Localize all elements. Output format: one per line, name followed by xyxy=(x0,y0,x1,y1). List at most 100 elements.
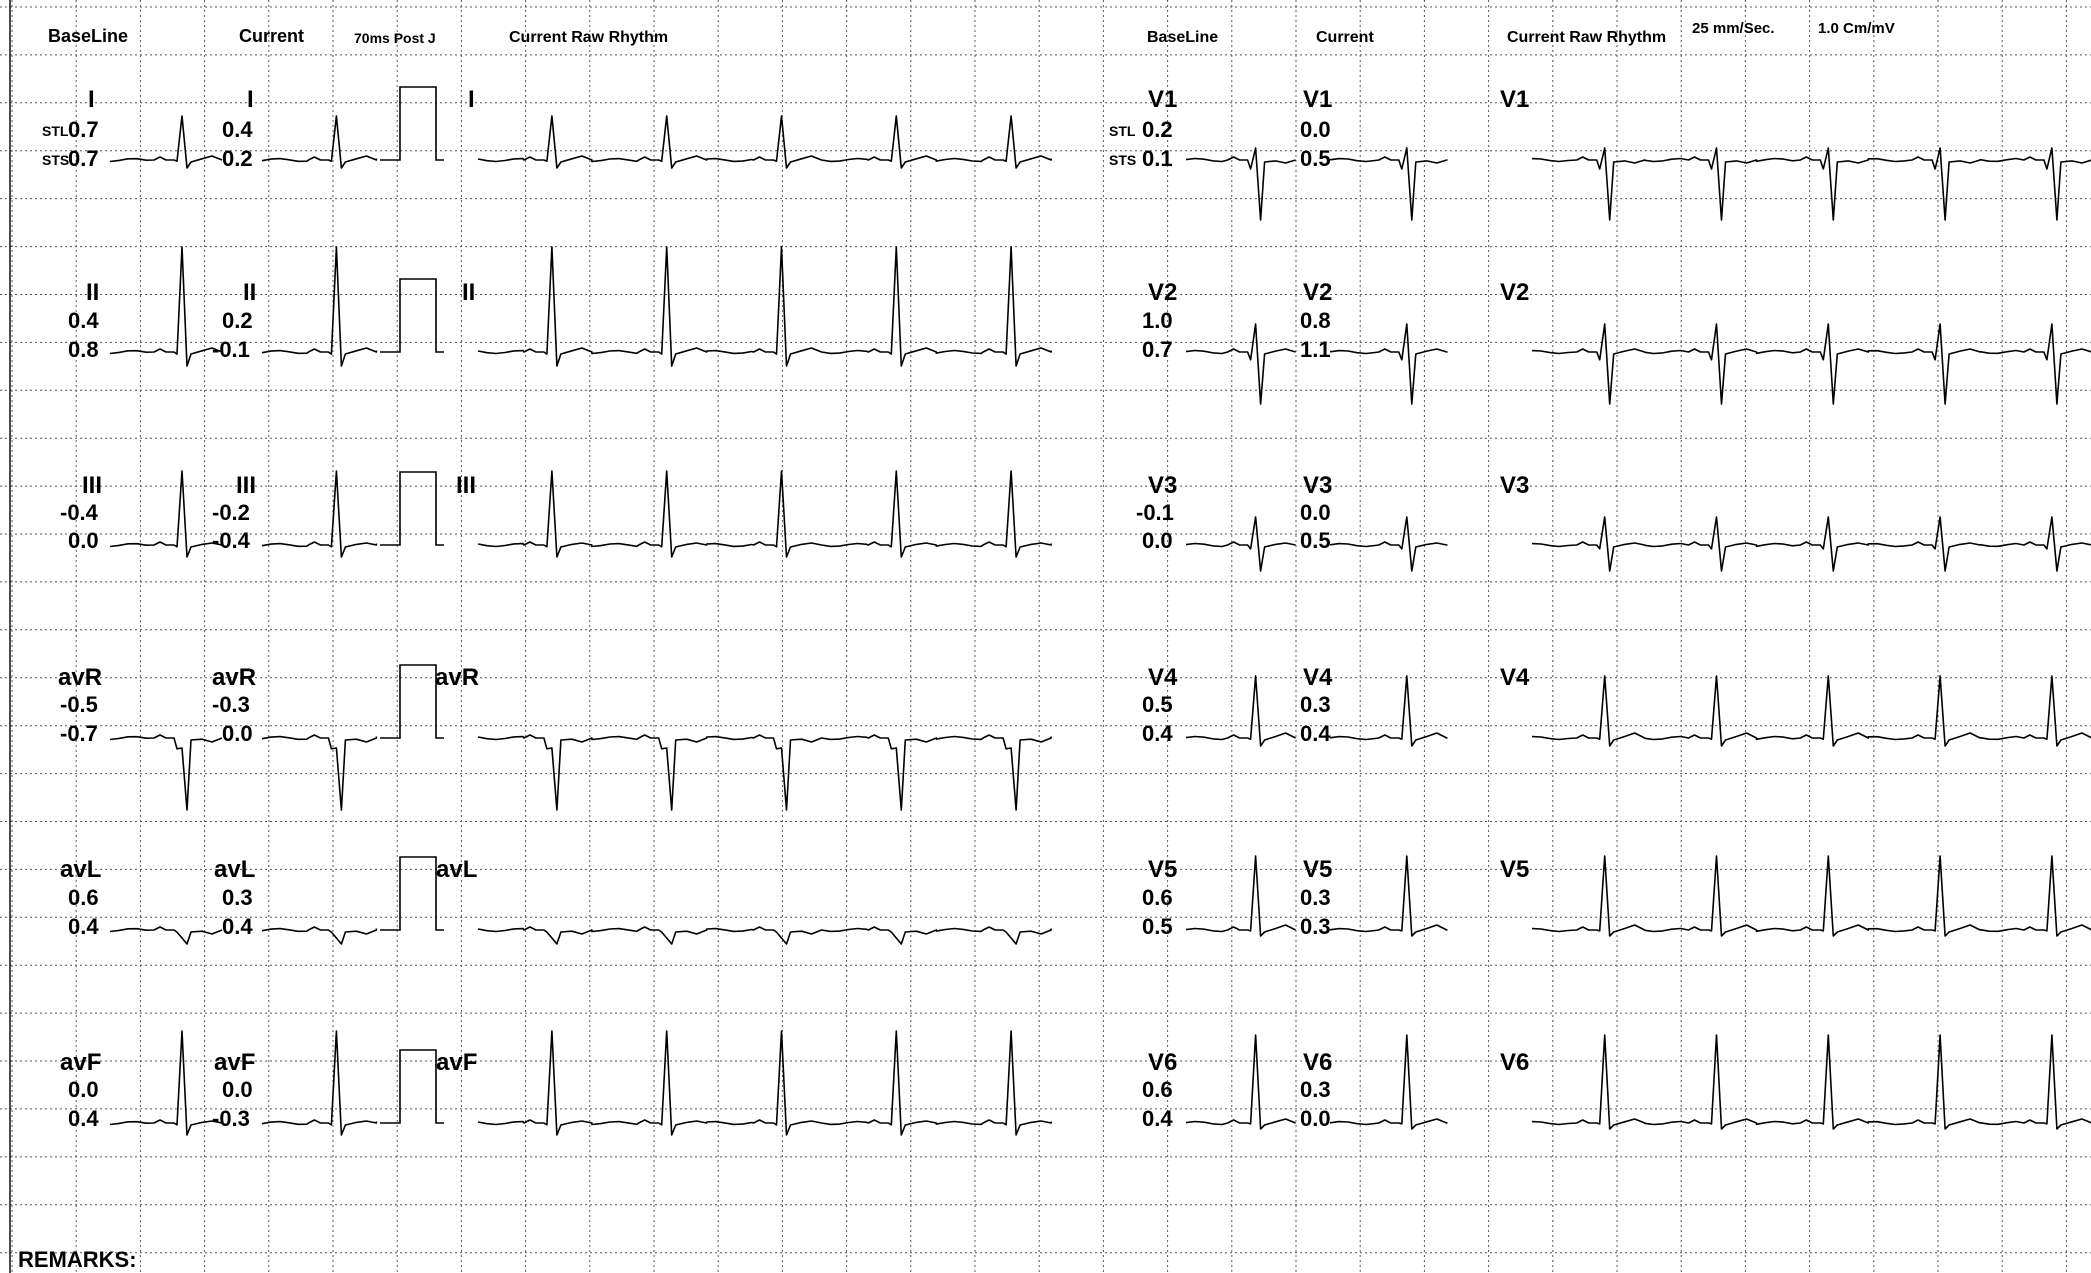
lead-label-current: avF xyxy=(214,1049,256,1076)
ecg-trace-right-rhythm xyxy=(1531,147,2091,221)
baseline-stl-value: 0.6 xyxy=(68,885,99,910)
current-stl-value: 0.2 xyxy=(222,308,253,333)
ecg-trace-right-rhythm xyxy=(1531,855,2091,937)
ecg-trace-left-rhythm xyxy=(477,470,1052,558)
ecg-trace-left-rhythm xyxy=(477,115,1052,169)
ecg-trace-left-rhythm xyxy=(477,734,1052,811)
current-sts-value: 0.0 xyxy=(1300,1106,1331,1131)
current-stl-value: -0.3 xyxy=(212,692,250,717)
lead-label-current: I xyxy=(247,86,254,113)
current-sts-value: 0.4 xyxy=(222,914,253,939)
ecg-traces xyxy=(109,86,2091,1136)
lead-label-current: V3 xyxy=(1303,472,1333,499)
sts-label-right: STS xyxy=(1109,152,1137,168)
lead-label-baseline: V4 xyxy=(1148,664,1178,691)
lead-label-baseline: V3 xyxy=(1148,472,1178,499)
ecg-trace-left-current xyxy=(261,470,378,558)
ecg-trace-right-baseline xyxy=(1185,516,1296,572)
ecg-trace-left-baseline xyxy=(109,734,223,811)
current-stl-value: 0.3 xyxy=(1300,885,1331,910)
stl-label-left: STL xyxy=(42,123,69,139)
baseline-sts-value: -0.7 xyxy=(60,721,98,746)
ecg-trace-left-current xyxy=(261,734,378,811)
ecg-trace-left-current xyxy=(261,926,378,945)
ecg-trace-left-rhythm xyxy=(477,1030,1052,1136)
lead-label-rhythm: II xyxy=(462,279,476,306)
calibration-pulse xyxy=(380,278,444,353)
current-sts-value: 0.3 xyxy=(1300,914,1331,939)
lead-label-rhythm: I xyxy=(468,86,475,113)
header-left-current: Current xyxy=(239,26,305,46)
current-sts-value: -0.4 xyxy=(212,528,250,553)
lead-label-rhythm: V4 xyxy=(1500,664,1530,691)
ecg-trace-right-current xyxy=(1329,675,1448,747)
lead-label-current: V5 xyxy=(1303,856,1333,883)
lead-label-baseline: avL xyxy=(60,856,102,883)
ecg-trace-left-baseline xyxy=(109,246,223,367)
ecg-trace-right-baseline xyxy=(1185,675,1296,747)
current-sts-value: 0.5 xyxy=(1300,528,1331,553)
ecg-trace-left-current xyxy=(261,115,378,169)
lead-label-baseline: avR xyxy=(58,664,103,691)
current-stl-value: 0.8 xyxy=(1300,308,1331,333)
header-right-baseline: BaseLine xyxy=(1147,29,1219,46)
current-stl-value: 0.3 xyxy=(1300,692,1331,717)
ecg-trace-right-current xyxy=(1329,516,1448,572)
ecg-trace-right-rhythm xyxy=(1531,323,2091,405)
ecg-trace-right-baseline xyxy=(1185,855,1296,937)
header-right-current: Current xyxy=(1316,29,1374,46)
baseline-sts-value: 0.4 xyxy=(1142,721,1173,746)
header-left-baseline: BaseLine xyxy=(48,26,129,46)
lead-label-rhythm: III xyxy=(456,472,477,499)
baseline-sts-value: 0.7 xyxy=(1142,337,1173,362)
baseline-stl-value: 0.5 xyxy=(1142,692,1173,717)
current-sts-value: -0.1 xyxy=(212,337,250,362)
ecg-trace-left-rhythm xyxy=(477,926,1052,945)
baseline-sts-value: 0.5 xyxy=(1142,914,1173,939)
baseline-sts-value: 0.0 xyxy=(68,528,99,553)
baseline-sts-value: 0.4 xyxy=(1142,1106,1173,1131)
lead-label-rhythm: avF xyxy=(436,1049,478,1076)
current-sts-value: 0.5 xyxy=(1300,146,1331,171)
ecg-trace-left-current xyxy=(261,246,378,367)
current-stl-value: 0.0 xyxy=(222,1077,253,1102)
lead-label-current: II xyxy=(243,279,257,306)
ecg-trace-right-current xyxy=(1329,323,1448,405)
baseline-sts-value: 0.7 xyxy=(68,146,99,171)
lead-label-rhythm: V6 xyxy=(1500,1049,1530,1076)
current-sts-value: -0.3 xyxy=(212,1106,250,1131)
ecg-trace-right-current xyxy=(1329,855,1448,937)
lead-label-current: avR xyxy=(212,664,257,691)
lead-label-baseline: III xyxy=(82,472,103,499)
sts-label-left: STS xyxy=(42,152,70,168)
current-sts-value: 1.1 xyxy=(1300,337,1331,362)
lead-label-rhythm: V5 xyxy=(1500,856,1530,883)
lead-label-rhythm: V3 xyxy=(1500,472,1530,499)
lead-label-current: V6 xyxy=(1303,1049,1333,1076)
current-sts-value: 0.2 xyxy=(222,146,253,171)
lead-label-baseline: II xyxy=(86,279,100,306)
lead-label-baseline: V2 xyxy=(1148,279,1178,306)
current-stl-value: 0.3 xyxy=(1300,1077,1331,1102)
baseline-stl-value: -0.5 xyxy=(60,692,98,717)
lead-label-current: V4 xyxy=(1303,664,1333,691)
ecg-trace-right-current xyxy=(1329,1034,1448,1130)
calibration-pulse xyxy=(380,856,444,931)
lead-label-baseline: V1 xyxy=(1148,86,1178,113)
ecg-trace-right-current xyxy=(1329,147,1448,221)
lead-label-current: V2 xyxy=(1303,279,1333,306)
current-stl-value: 0.3 xyxy=(222,885,253,910)
lead-label-current: V1 xyxy=(1303,86,1333,113)
ecg-trace-left-baseline xyxy=(109,470,223,558)
lead-label-baseline: I xyxy=(88,86,95,113)
ecg-trace-right-rhythm xyxy=(1531,1034,2091,1130)
baseline-sts-value: 0.0 xyxy=(1142,528,1173,553)
baseline-stl-value: 0.7 xyxy=(68,117,99,142)
ecg-trace-right-rhythm xyxy=(1531,516,2091,572)
baseline-stl-value: 0.4 xyxy=(68,308,99,333)
baseline-stl-value: 0.6 xyxy=(1142,885,1173,910)
header-left-rhythm: Current Raw Rhythm xyxy=(509,29,669,46)
calibration-pulse xyxy=(380,664,444,739)
baseline-sts-value: 0.8 xyxy=(68,337,99,362)
